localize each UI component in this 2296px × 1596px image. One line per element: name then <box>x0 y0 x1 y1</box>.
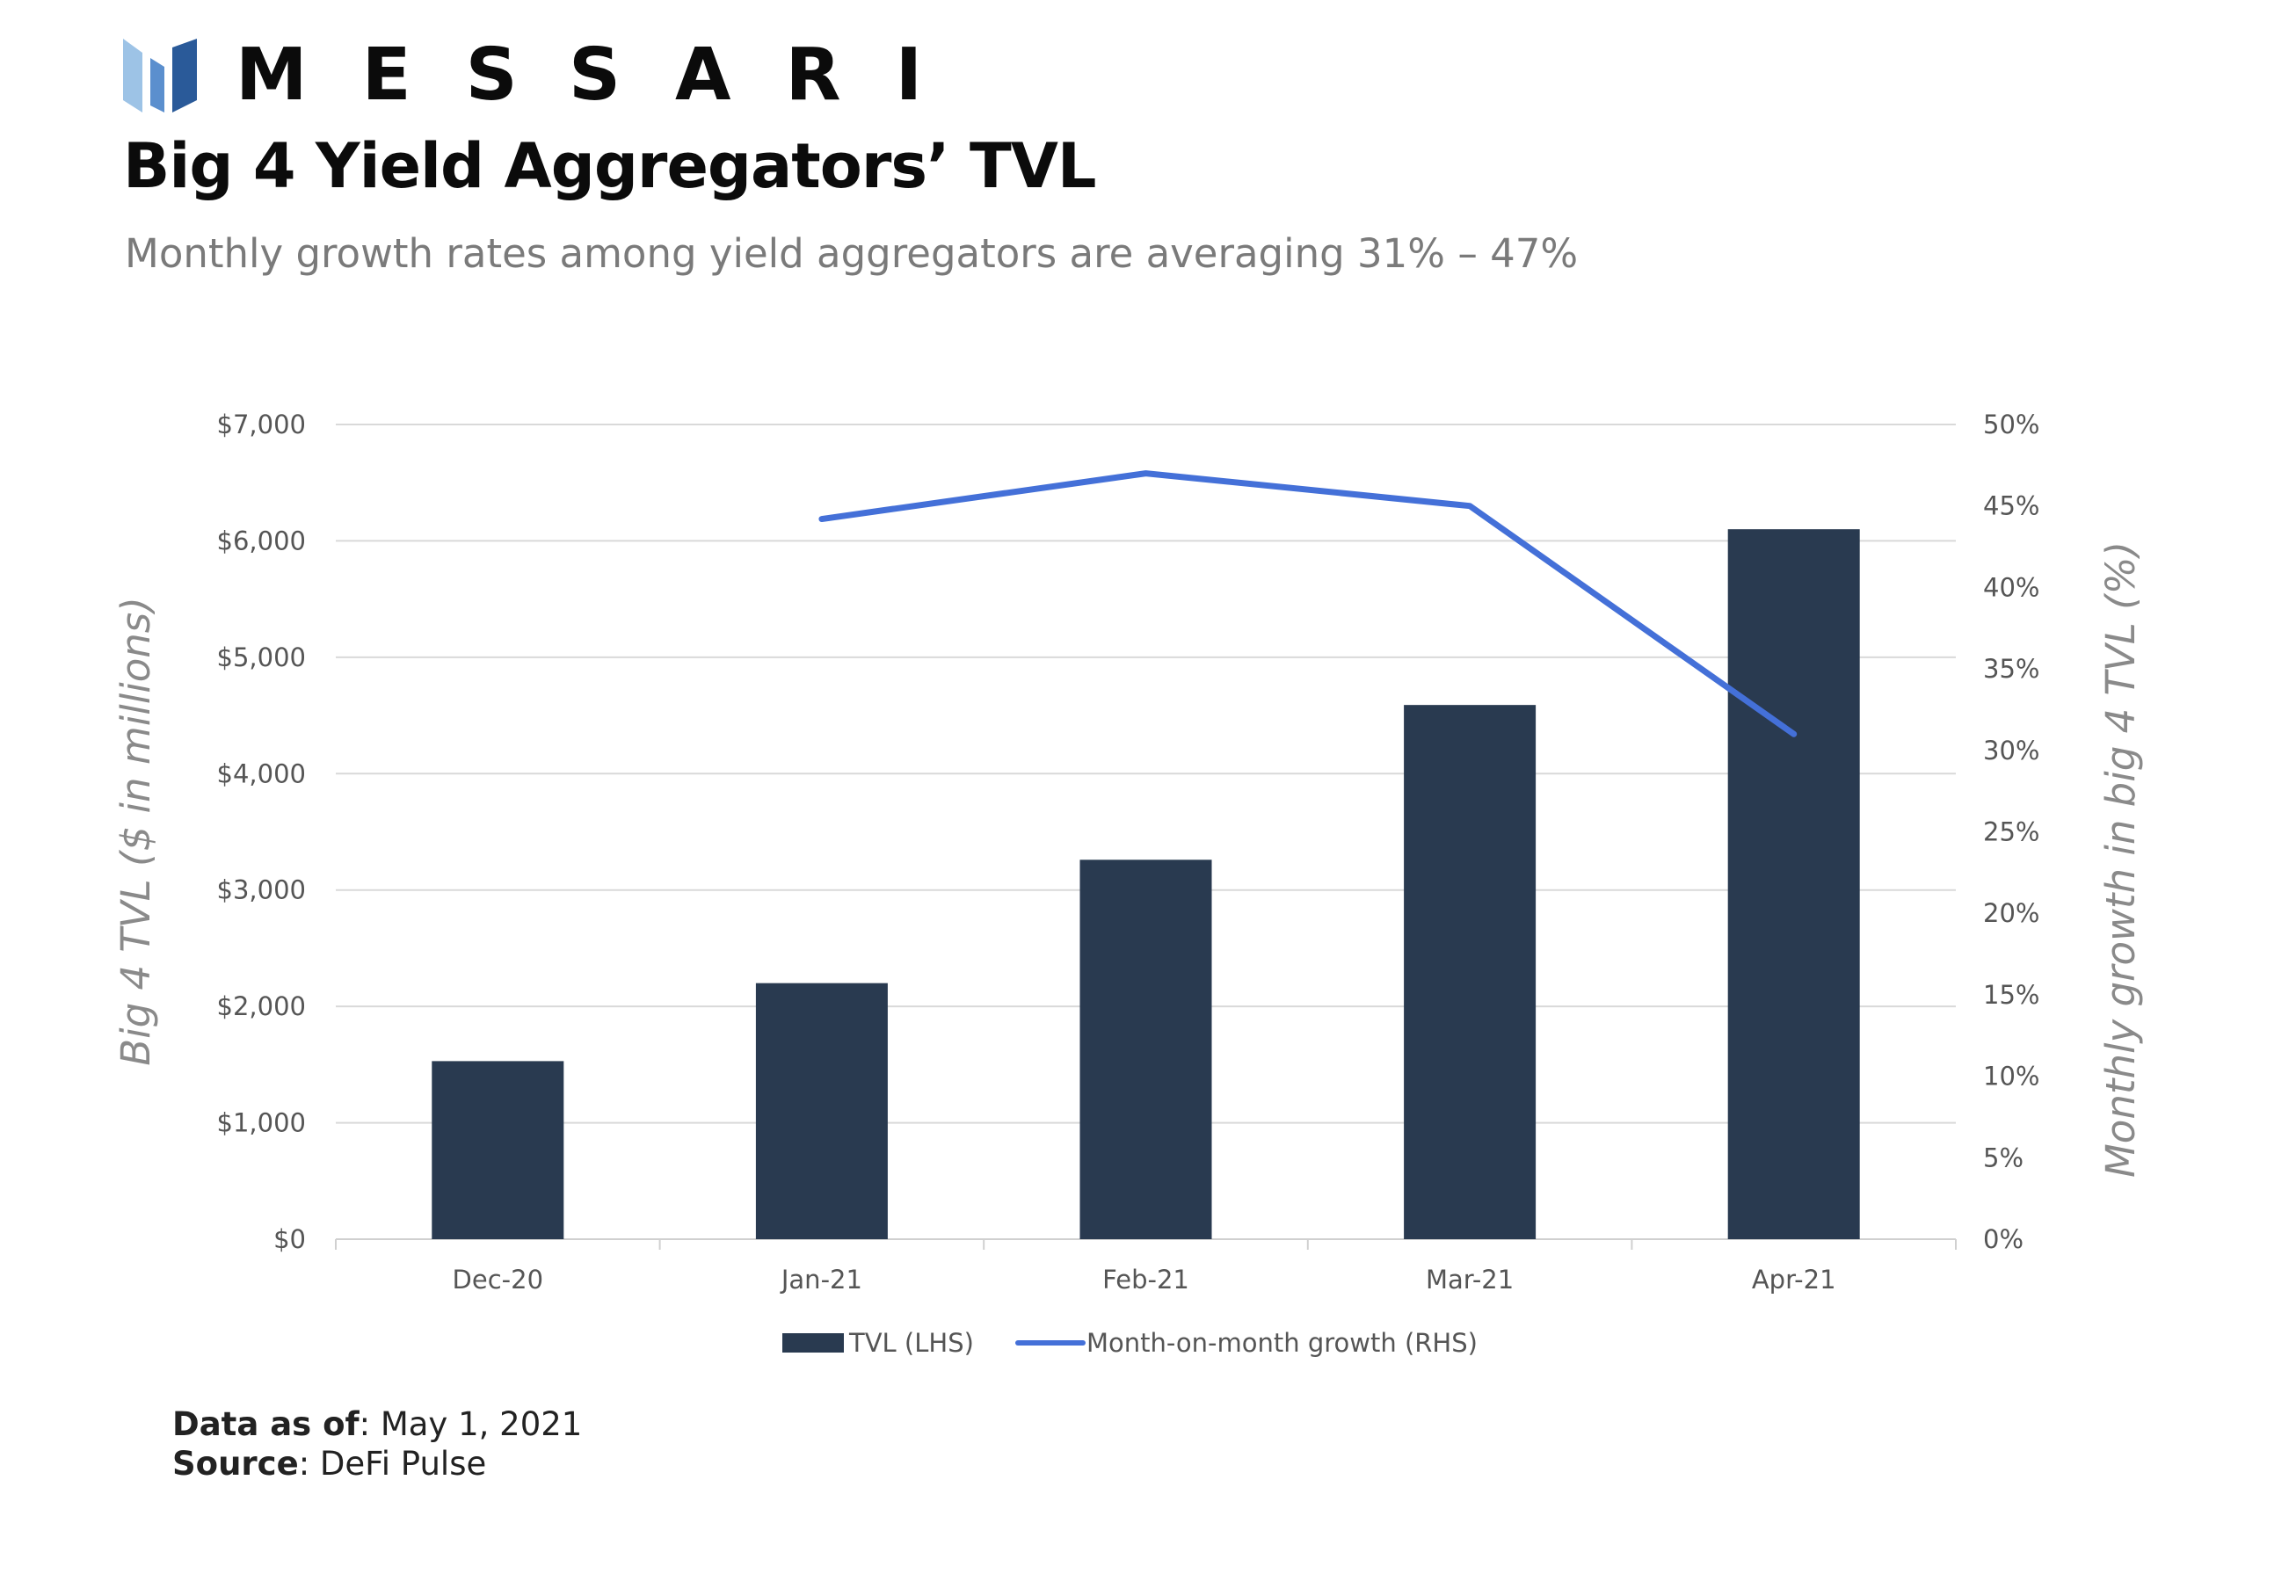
bar <box>432 1061 564 1239</box>
source-label: Source <box>172 1445 299 1483</box>
data-as-of: Data as of: May 1, 2021 <box>172 1404 582 1444</box>
y2-tick-label: 10% <box>1983 1062 2039 1092</box>
y-tick-label: $4,000 <box>217 758 306 788</box>
y2-tick-label: 5% <box>1983 1143 2024 1172</box>
bar <box>1404 705 1537 1239</box>
x-tick-label: Dec-20 <box>453 1265 543 1295</box>
y2-tick-label: 35% <box>1983 654 2039 684</box>
x-tick-label: Mar-21 <box>1426 1265 1514 1295</box>
legend-label: TVL (LHS) <box>848 1328 974 1358</box>
bar <box>755 983 888 1239</box>
chart-footer: Data as of: May 1, 2021 Source: DeFi Pul… <box>172 1404 582 1484</box>
data-as-of-value: : May 1, 2021 <box>359 1405 583 1443</box>
source-value: : DeFi Pulse <box>298 1445 487 1483</box>
y2-tick-label: 15% <box>1983 980 2039 1010</box>
y2-tick-label: 45% <box>1983 491 2039 521</box>
y-axis-title: Big 4 TVL ($ in millions) <box>113 597 159 1066</box>
y-tick-label: $3,000 <box>217 875 306 905</box>
y-tick-label: $6,000 <box>217 526 306 555</box>
growth-line <box>818 470 1798 737</box>
bar <box>1079 860 1212 1239</box>
brand-name: MESSARI <box>236 33 977 117</box>
x-tick-label: Feb-21 <box>1102 1265 1189 1295</box>
bar <box>1727 529 1860 1239</box>
chart-title: Big 4 Yield Aggregators’ TVL <box>123 130 1096 202</box>
messari-logo-icon <box>123 39 197 112</box>
messari-logo: MESSARI <box>123 39 977 112</box>
y2-tick-label: 0% <box>1983 1224 2024 1254</box>
x-tick-label: Jan-21 <box>780 1265 862 1295</box>
y2-tick-label: 30% <box>1983 736 2039 765</box>
y-tick-label: $1,000 <box>217 1108 306 1138</box>
data-as-of-label: Data as of <box>172 1405 360 1443</box>
y2-tick-label: 20% <box>1983 898 2039 928</box>
y-tick-label: $5,000 <box>217 642 306 672</box>
y-tick-label: $0 <box>273 1224 306 1254</box>
legend-swatch-bar <box>782 1333 844 1353</box>
y2-tick-label: 25% <box>1983 817 2039 847</box>
y2-tick-label: 40% <box>1983 572 2039 602</box>
y-tick-label: $2,000 <box>217 991 306 1021</box>
y2-axis-title: Monthly growth in big 4 TVL (%) <box>2097 541 2144 1178</box>
chart-subtitle: Monthly growth rates among yield aggrega… <box>125 230 1579 277</box>
source: Source: DeFi Pulse <box>172 1444 582 1484</box>
x-tick-label: Apr-21 <box>1752 1265 1836 1295</box>
y2-tick-label: 50% <box>1983 410 2039 439</box>
legend-label: Month-on-month growth (RHS) <box>1086 1328 1478 1358</box>
y-tick-label: $7,000 <box>217 410 306 439</box>
